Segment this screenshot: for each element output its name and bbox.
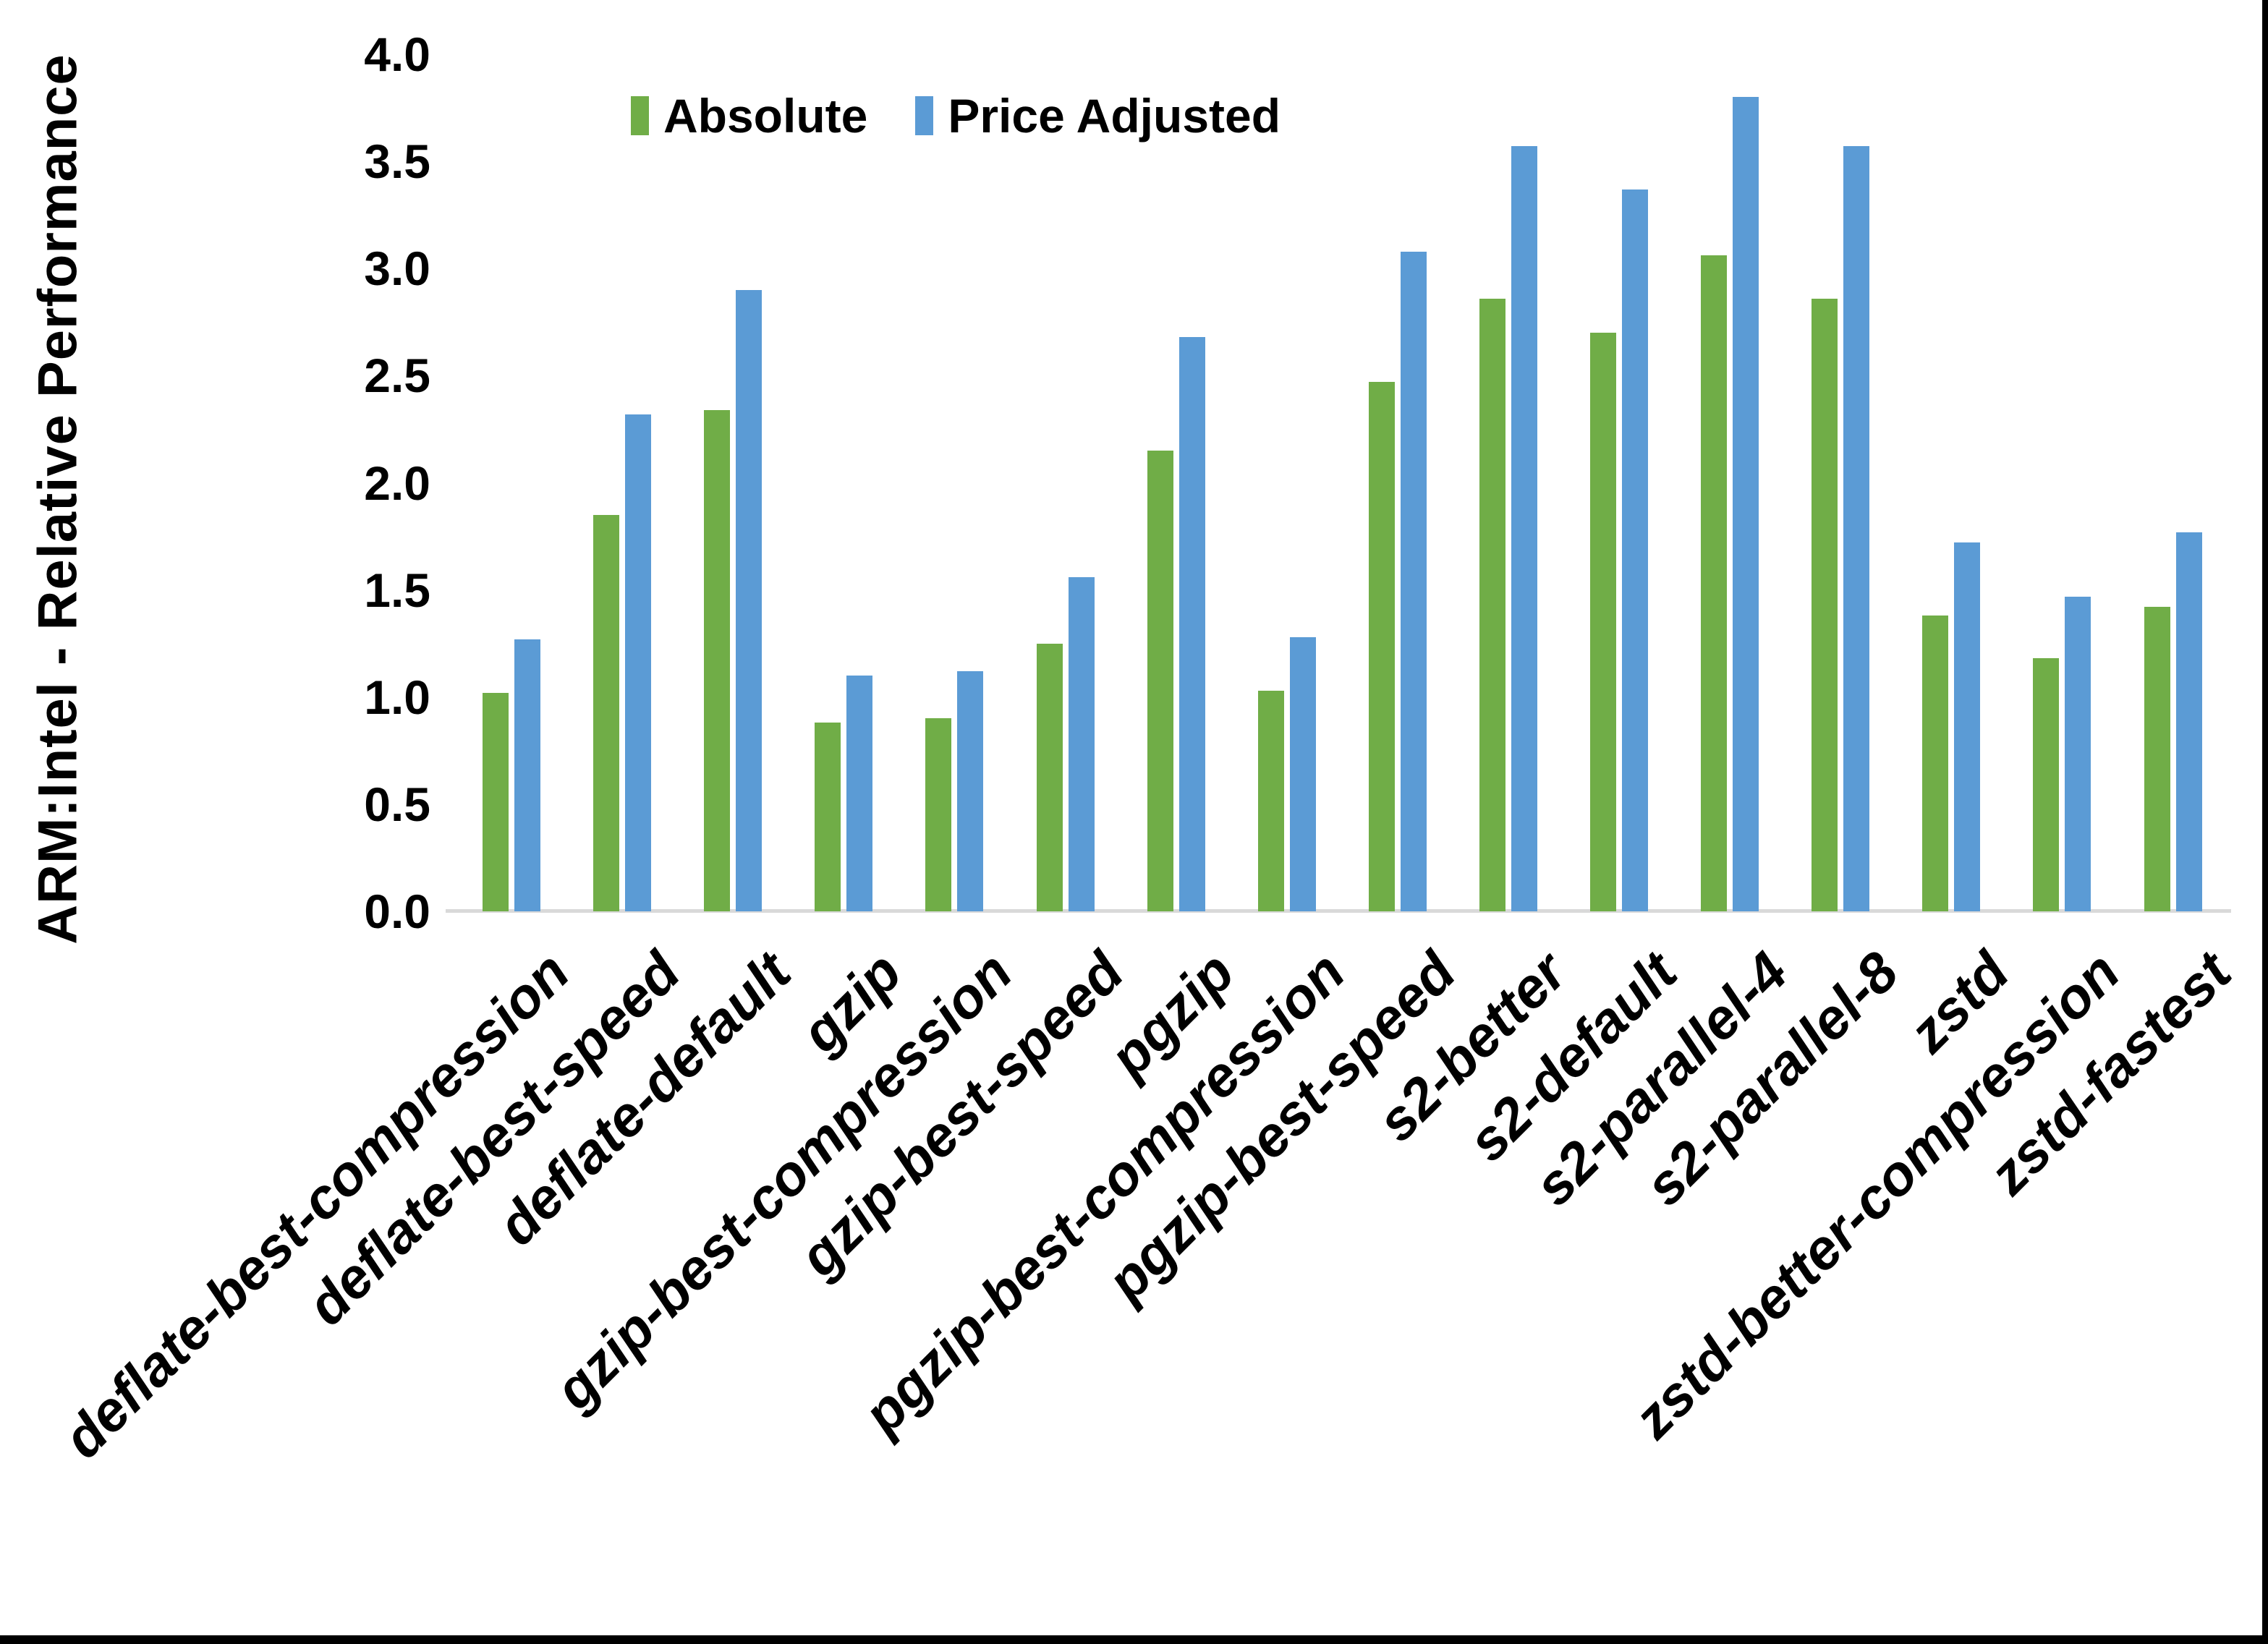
bar-absolute-s2-parallel-4: [1701, 255, 1727, 911]
bar-price-adjusted-zstd-fastest: [2176, 532, 2202, 911]
bar-price-adjusted-pgzip-best-speed: [1401, 252, 1427, 911]
y-tick-label-3.0: 3.0: [364, 242, 430, 296]
y-tick-label-1.0: 1.0: [364, 670, 430, 724]
legend-label-price-adjusted: Price Adjusted: [948, 89, 1281, 142]
bar-absolute-zstd: [1922, 616, 1948, 911]
legend-label-absolute: Absolute: [663, 89, 868, 142]
bar-price-adjusted-s2-default: [1622, 189, 1648, 911]
bar-price-adjusted-s2-parallel-8: [1843, 146, 1869, 911]
bar-absolute-gzip: [815, 723, 841, 911]
bar-price-adjusted-s2-better: [1511, 146, 1537, 911]
bar-price-adjusted-gzip: [846, 676, 872, 911]
bar-absolute-s2-parallel-8: [1812, 299, 1838, 911]
bar-price-adjusted-zstd-better-compression: [2065, 597, 2091, 911]
legend-swatch-price-adjusted-icon: [915, 96, 934, 135]
y-tick-label-1.5: 1.5: [364, 563, 430, 617]
y-tick-label-0.5: 0.5: [364, 777, 430, 831]
bar-absolute-pgzip: [1147, 451, 1173, 911]
bar-absolute-gzip-best-speed: [1037, 644, 1063, 911]
bar-absolute-s2-better: [1479, 299, 1505, 911]
bar-price-adjusted-gzip-best-compression: [957, 671, 983, 911]
legend-item-price-adjusted: Price Adjusted: [915, 88, 1280, 143]
x-axis-line: [446, 909, 2231, 913]
bar-absolute-s2-default: [1590, 333, 1616, 911]
bar-absolute-pgzip-best-compression: [1258, 691, 1284, 911]
y-tick-label-2.0: 2.0: [364, 456, 430, 510]
bar-price-adjusted-pgzip: [1179, 337, 1205, 911]
bar-price-adjusted-deflate-default: [736, 290, 762, 911]
bar-absolute-gzip-best-compression: [925, 718, 951, 911]
bar-absolute-deflate-best-compression: [483, 693, 509, 911]
y-tick-label-2.5: 2.5: [364, 349, 430, 403]
y-tick-label-4.0: 4.0: [364, 27, 430, 81]
bar-price-adjusted-pgzip-best-compression: [1290, 637, 1316, 911]
bar-absolute-deflate-default: [704, 410, 730, 911]
bar-absolute-zstd-fastest: [2144, 607, 2170, 911]
bar-price-adjusted-zstd: [1954, 542, 1980, 911]
y-tick-label-0.0: 0.0: [364, 885, 430, 938]
bar-absolute-deflate-best-speed: [593, 515, 619, 911]
bar-price-adjusted-gzip-best-speed: [1069, 577, 1095, 911]
bar-absolute-pgzip-best-speed: [1369, 382, 1395, 911]
bar-price-adjusted-deflate-best-speed: [625, 414, 651, 911]
bar-price-adjusted-deflate-best-compression: [514, 639, 540, 911]
legend-item-absolute: Absolute: [631, 88, 867, 143]
legend-swatch-absolute-icon: [631, 96, 649, 135]
legend: Absolute Price Adjusted: [631, 88, 1280, 143]
y-axis-title: ARM:Intel - Relative Performance: [27, 54, 89, 945]
y-tick-label-3.5: 3.5: [364, 135, 430, 189]
bar-price-adjusted-s2-parallel-4: [1733, 97, 1759, 911]
bar-absolute-zstd-better-compression: [2033, 658, 2059, 911]
